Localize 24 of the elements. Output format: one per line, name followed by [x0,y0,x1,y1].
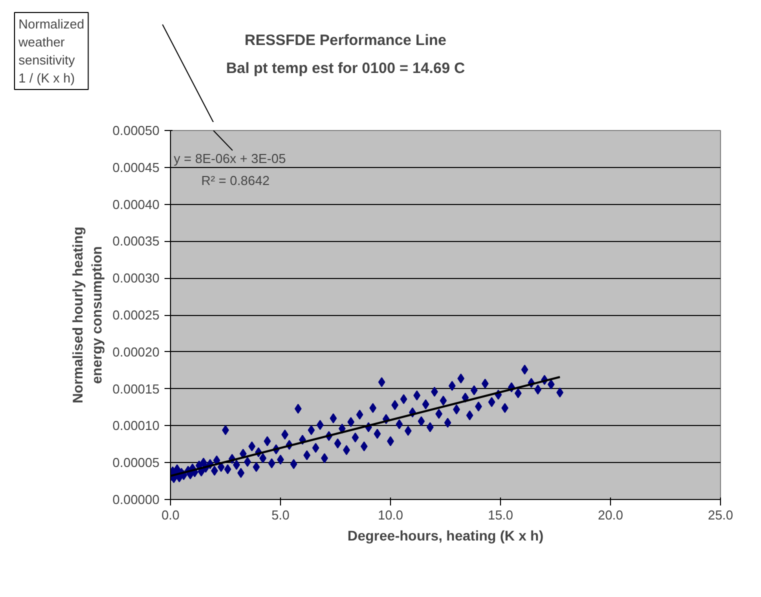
x-tick-label: 25.0 [708,508,734,522]
x-axis-title: Degree-hours, heating (K x h) [347,528,544,544]
y-axis-title: Normalised hourly heating energy consumption [69,226,105,404]
x-tick-label: 20.0 [598,508,624,522]
x-tick-label: 10.0 [378,508,404,522]
y-tick-label: 0.00005 [112,455,160,470]
y-tick-label: 0.00050 [112,123,160,138]
y-tick-label: 0.00040 [112,196,160,212]
y-tick-label: 0.00020 [112,344,160,360]
y-tick-label: 0.00015 [112,381,160,396]
x-tick-label: 15.0 [488,508,514,522]
x-tick-label: 5.0 [271,508,290,522]
annotation: y = 8E-06x + 3E-05 [174,151,286,166]
y-tick-label: 0.00030 [112,270,160,286]
y-tick-label: 0.00045 [112,160,160,175]
chart-subtitle: Bal pt temp est for 0100 = 14.69 C [226,60,466,77]
x-tick-label: 0.0 [161,508,180,522]
y-tick-label: 0.00010 [112,418,160,434]
y-tick-label: 0.00035 [112,234,160,249]
text: Normalized weather sensitivity 1 / (K x h) [18,16,84,86]
y-tick-label: 0.00025 [112,308,160,322]
y-tick-label: 0.00000 [112,492,160,507]
annotation: R² = 0.8642 [201,173,270,188]
chart-title: RESSFDE Performance Line [244,32,446,49]
